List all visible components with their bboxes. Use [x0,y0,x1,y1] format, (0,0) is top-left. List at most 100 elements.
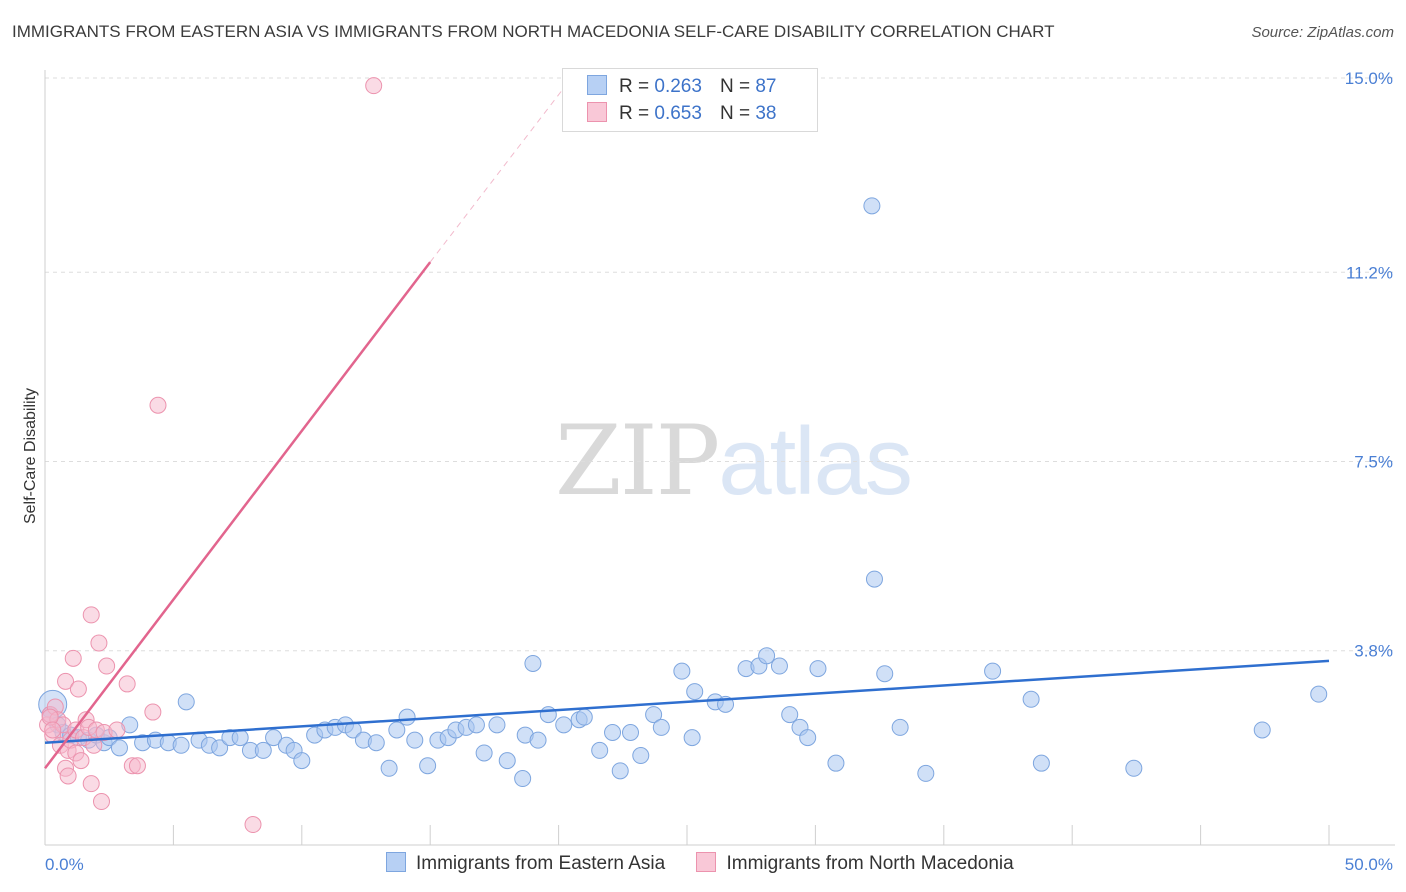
data-point [177,693,195,711]
data-point [781,706,799,724]
data-point [72,752,90,770]
data-point [591,741,609,759]
data-point [645,706,663,724]
data-point [388,721,406,739]
data-point [398,708,416,726]
data-point [1125,759,1143,777]
trend-lines [44,77,1330,770]
data-point [1022,690,1040,708]
legend-swatch-blue [587,75,607,95]
data-point [683,729,701,747]
y-tick-label: 3.8% [1354,642,1393,661]
legend-n-value: 38 [755,103,777,124]
data-point [673,662,691,680]
grid-lines [45,77,1395,652]
data-point [876,665,894,683]
data-point [90,634,108,652]
data-point [265,729,283,747]
eastern-asia-points [38,197,1328,788]
y-tick-label: 15.0% [1345,69,1393,88]
data-point [917,764,935,782]
data-point [514,770,532,788]
data-point [82,606,100,624]
data-point [110,739,128,757]
data-point [211,739,229,757]
legend-r-value: 0.653 [654,103,702,124]
legend-r-label: R = [619,103,650,124]
legend-swatch-blue [386,852,406,872]
data-point [604,724,622,742]
legend-row-eastern-asia: R = 0.263 N = 87 [587,75,776,101]
legend-item-north-macedonia: Immigrants from North Macedonia [696,852,1014,875]
data-point [488,716,506,734]
legend-swatch-pink [696,852,717,872]
data-point [652,718,670,736]
data-point [891,718,909,736]
eastern-asia-trend-line [44,659,1330,744]
x-tick-label: 0.0% [45,855,84,874]
data-point [64,649,82,667]
tick-labels: 3.8% 7.5% 11.2% 15.0% 0.0% 50.0% [45,69,1393,874]
data-point [809,660,827,678]
legend-label: Immigrants from North Macedonia [726,853,1014,874]
north-macedonia-trend-line [44,261,432,770]
data-point [865,570,883,588]
data-point [293,752,311,770]
legend-n-label: N = [719,76,751,97]
data-point [254,741,272,759]
data-point [108,721,126,739]
y-tick-label: 7.5% [1354,453,1393,472]
data-point [128,757,146,775]
data-point [632,747,650,765]
data-point [758,647,776,665]
data-point [1032,754,1050,772]
data-point [498,752,516,770]
data-point [57,672,75,690]
data-point [367,734,385,752]
legend-swatch-pink [587,102,607,122]
chart-title: IMMIGRANTS FROM EASTERN ASIA VS IMMIGRAN… [12,22,1055,41]
data-point [419,757,437,775]
legend-label: Immigrants from Eastern Asia [416,853,666,874]
legend-r-label: R = [619,76,650,97]
legend-r-value: 0.263 [654,76,702,97]
data-point [799,729,817,747]
data-point [82,775,100,793]
data-point [1310,685,1328,703]
y-tick-label: 11.2% [1346,263,1393,282]
data-point [98,657,116,675]
legend-n-value: 87 [755,76,777,97]
data-point [622,724,640,742]
data-point [231,729,249,747]
stats-legend: R = 0.263 N = 87 R = 0.653 N = 38 [562,68,818,132]
data-point [149,396,167,414]
data-point [144,703,162,721]
data-point [59,767,77,785]
data-point [611,762,629,780]
data-point [380,759,398,777]
data-point [475,744,493,762]
data-point [686,683,704,701]
data-point [467,716,485,734]
north-macedonia-points [39,77,383,834]
data-point [555,716,573,734]
data-point [863,197,881,215]
legend-row-north-macedonia: R = 0.653 N = 38 [587,102,776,128]
data-point [244,816,262,834]
data-point [365,77,383,95]
data-point [44,721,62,739]
data-point [118,675,136,693]
data-point [827,754,845,772]
data-point [770,657,788,675]
north-macedonia-trend-extension [429,77,572,263]
y-axis-label: Self-Care Disability [22,388,39,524]
data-point [575,708,593,726]
x-tick-label: 50.0% [1345,855,1393,874]
data-point [172,736,190,754]
source-label: Source: ZipAtlas.com [1251,24,1394,41]
data-point [406,731,424,749]
data-point [1253,721,1271,739]
data-point [539,706,557,724]
legend-n-label: N = [719,103,751,124]
